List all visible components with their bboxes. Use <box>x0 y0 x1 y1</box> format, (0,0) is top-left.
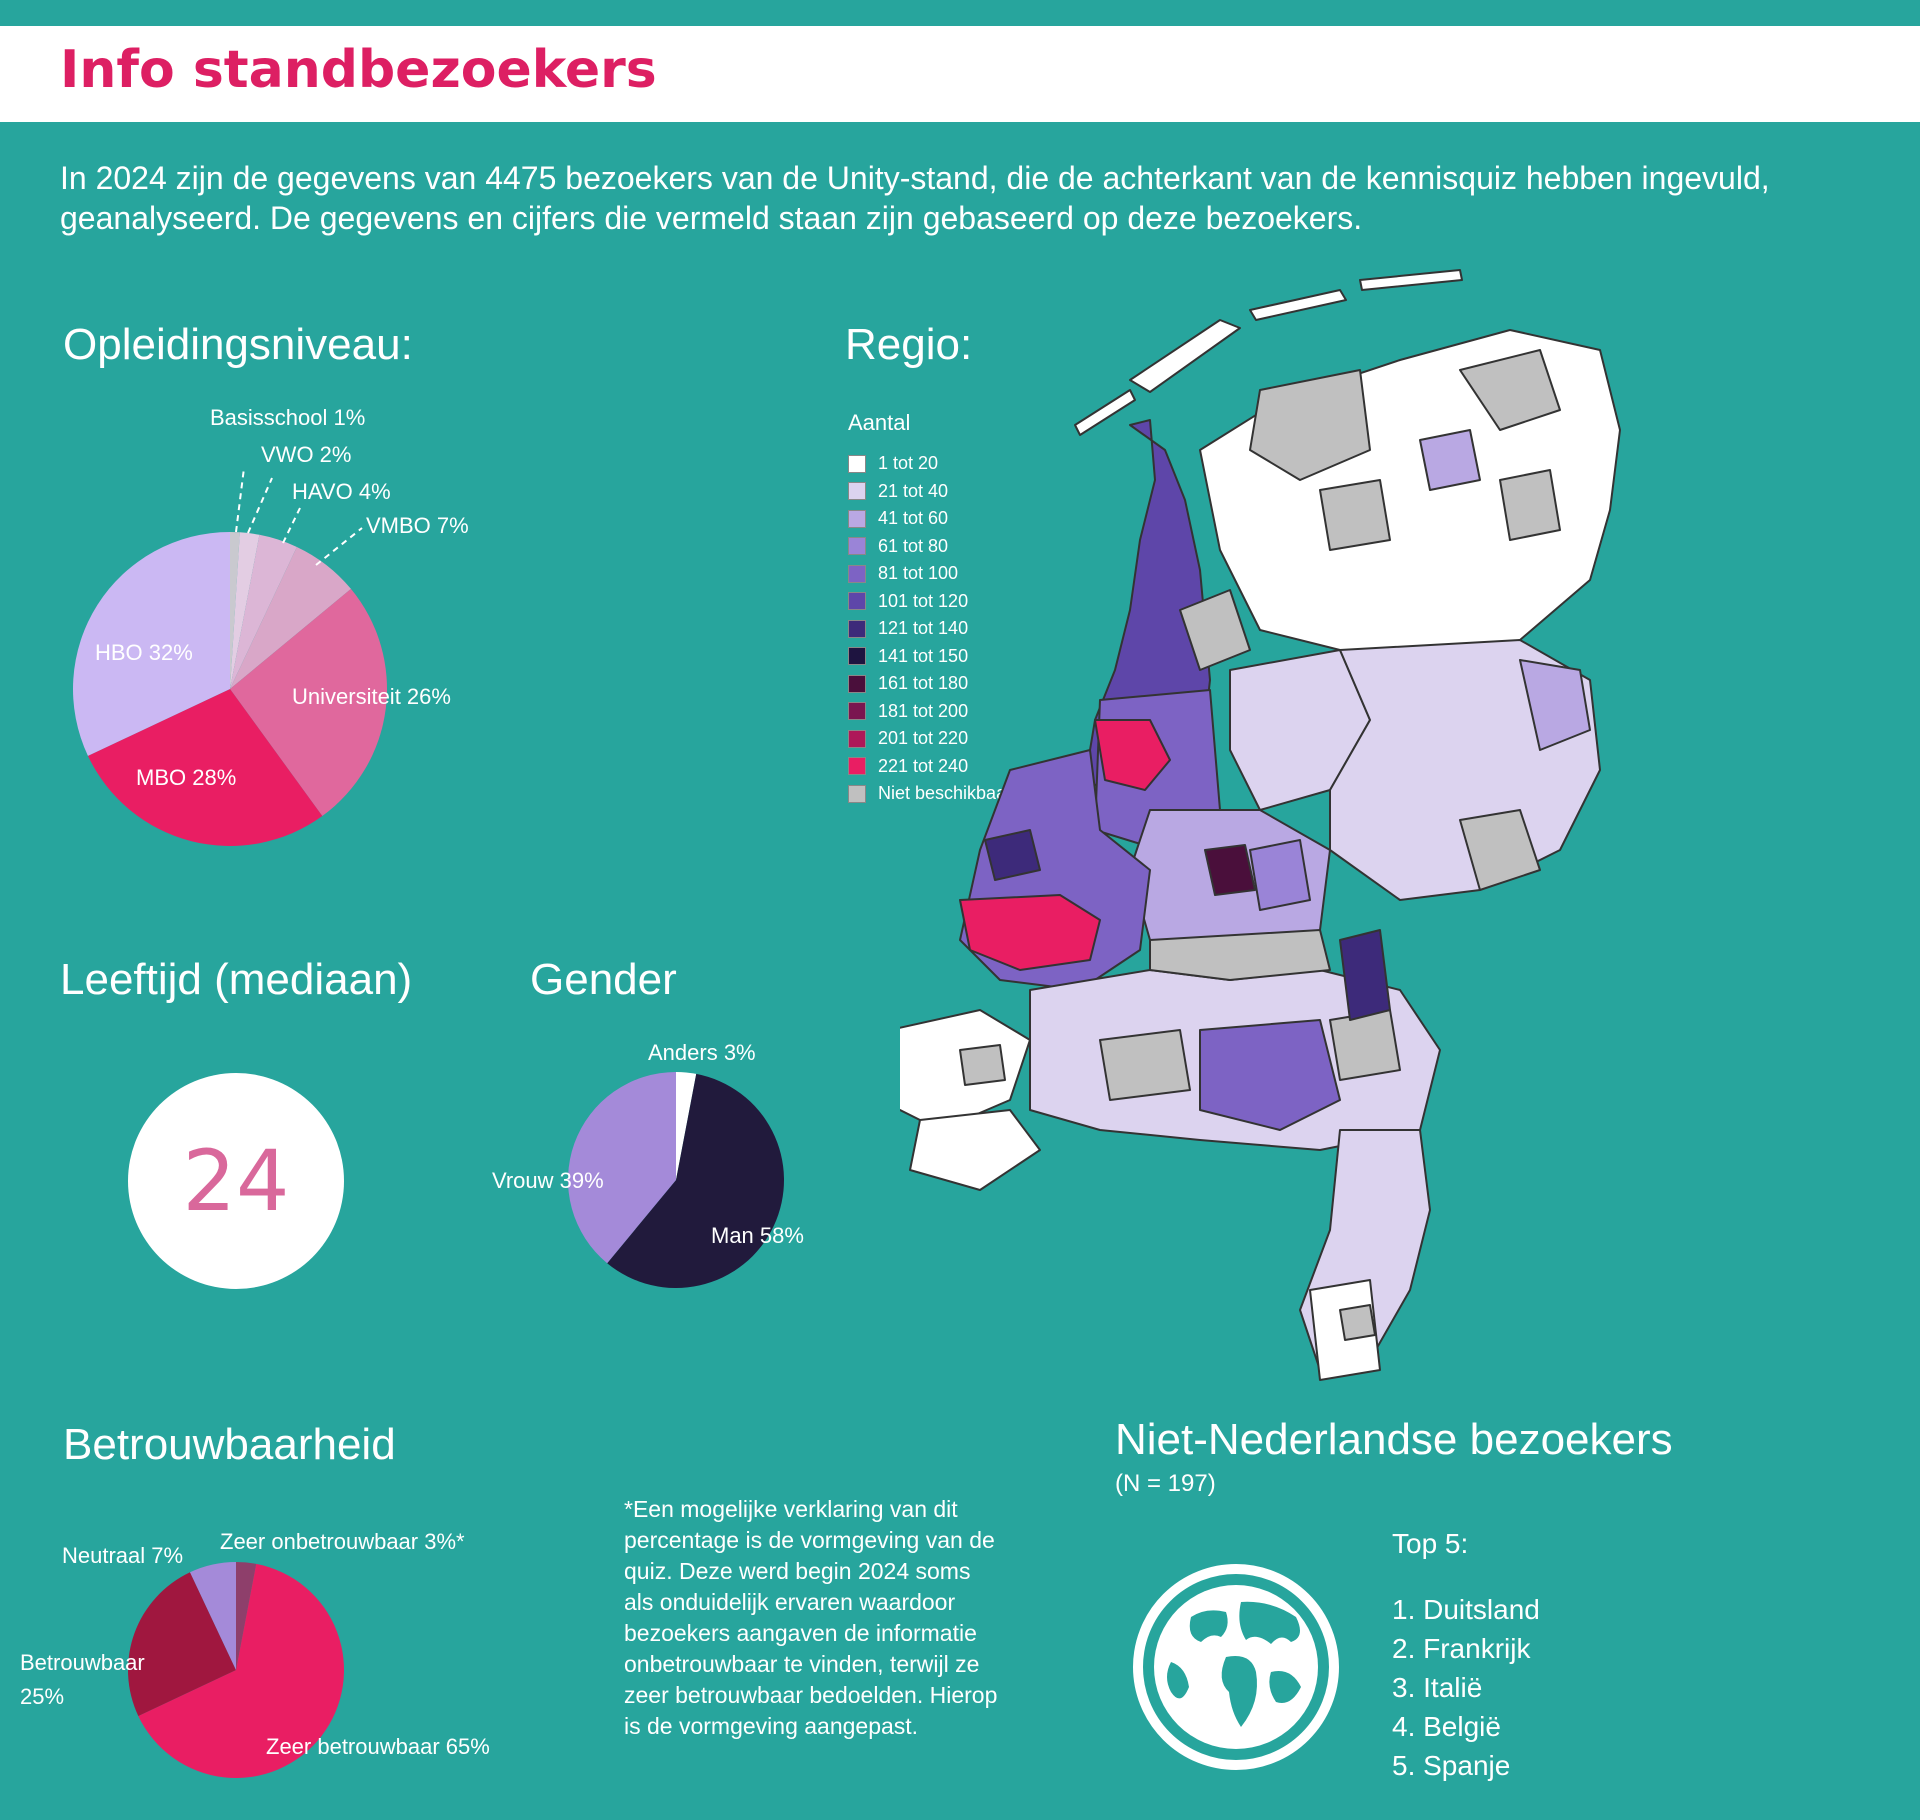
reliability-pie-chart: Zeer onbetrouwbaar 3%* Zeer betrouwbaar … <box>20 1529 490 1778</box>
legend-swatch <box>848 509 866 528</box>
rel-slice-neutraal <box>190 1562 236 1670</box>
legend-label: 81 tot 100 <box>878 563 959 584</box>
rel-label-neutraal: Neutraal 7% <box>62 1543 183 1568</box>
region-legend: Aantal 1 tot 20 21 tot 40 41 tot 60 61 tot … <box>848 410 1012 808</box>
legend-label: 201 tot 220 <box>878 728 969 749</box>
top-band <box>0 0 1920 26</box>
legend-swatch <box>848 647 866 666</box>
globe-icon <box>1133 1564 1339 1770</box>
age-title: Leeftijd (mediaan) <box>60 955 413 1004</box>
legend-swatch <box>848 619 866 638</box>
legend-label: 21 tot 40 <box>878 480 949 501</box>
edu-label-vmbo: VMBO 7% <box>366 513 469 538</box>
page-title: Info standbezoekers <box>60 40 657 100</box>
legend-item: Niet beschikbaar <box>848 780 1012 808</box>
rel-slice-betrouwbaar <box>127 1572 236 1716</box>
netherlands-map <box>900 269 1621 1381</box>
legend-item: 121 tot 140 <box>848 615 1012 643</box>
legend-label: 221 tot 240 <box>878 755 969 776</box>
age-circle: 24 <box>128 1073 344 1289</box>
legend-swatch <box>848 784 866 803</box>
top5-item: 4. België <box>1392 1711 1501 1742</box>
edu-slice-vwo <box>230 532 260 689</box>
edu-label-mbo: MBO 28% <box>136 765 236 790</box>
education-title: Opleidingsniveau: <box>63 320 413 369</box>
region-title: Regio: <box>845 320 973 369</box>
legend-swatch <box>848 537 866 556</box>
legend-item: 141 tot 150 <box>848 643 1012 671</box>
gender-title: Gender <box>530 955 677 1004</box>
gender-slice-anders <box>676 1072 697 1180</box>
legend-item: 21 tot 40 <box>848 478 1012 506</box>
rel-label-zeer-betrouwbaar: Zeer betrouwbaar 65% <box>266 1734 490 1759</box>
edu-label-basisschool: Basisschool 1% <box>210 405 365 430</box>
top5-item: 5. Spanje <box>1392 1750 1511 1781</box>
rel-slice-zeer-betrouwbaar <box>138 1563 345 1778</box>
edu-slice-basisschool <box>230 532 240 689</box>
gender-slice-man <box>607 1073 784 1288</box>
header-bar: Info standbezoekers <box>0 26 1920 122</box>
top5-item: 2. Frankrijk <box>1392 1633 1531 1664</box>
legend-item: 61 tot 80 <box>848 533 1012 561</box>
intro-text: In 2024 zijn de gegevens van 4475 bezoek… <box>60 160 1770 236</box>
gender-label-man: Man 58% <box>711 1223 804 1248</box>
legend-label: 1 tot 20 <box>878 453 939 474</box>
gender-slice-vrouw <box>567 1072 676 1264</box>
education-pie-chart: Basisschool 1% VWO 2% HAVO 4% VMBO 7% Un… <box>72 405 469 846</box>
top5-item: 3. Italië <box>1392 1672 1483 1703</box>
gender-label-anders: Anders 3% <box>648 1040 756 1065</box>
gender-pie-chart: Anders 3% Man 58% Vrouw 39% <box>492 1040 804 1288</box>
reliability-title: Betrouwbaarheid <box>63 1420 396 1469</box>
legend-swatch <box>848 564 866 583</box>
legend-label: 161 tot 180 <box>878 673 969 694</box>
legend-label: 41 tot 60 <box>878 508 949 529</box>
age-value: 24 <box>182 1132 290 1230</box>
legend-swatch <box>848 592 866 611</box>
top5-item: 1. Duitsland <box>1392 1594 1540 1625</box>
edu-label-hbo: HBO 32% <box>95 640 193 665</box>
legend-swatch <box>848 729 866 748</box>
legend-label: 61 tot 80 <box>878 535 949 556</box>
legend-swatch <box>848 482 866 501</box>
foreign-title: Niet-Nederlandse bezoekers <box>1115 1415 1673 1464</box>
legend-item: 221 tot 240 <box>848 753 1012 781</box>
legend-item: 41 tot 60 <box>848 505 1012 533</box>
edu-label-vwo: VWO 2% <box>261 442 351 467</box>
rel-label-zeer-onbetrouwbaar: Zeer onbetrouwbaar 3%* <box>220 1529 465 1554</box>
edu-slice-havo <box>230 534 297 689</box>
legend-item: 201 tot 220 <box>848 725 1012 753</box>
legend-item: 81 tot 100 <box>848 560 1012 588</box>
edu-slice-mbo <box>87 689 323 846</box>
edu-slice-vmbo <box>230 546 351 689</box>
edu-label-universiteit: Universiteit 26% <box>292 684 451 709</box>
legend-label: 101 tot 120 <box>878 590 969 611</box>
legend-label: 141 tot 150 <box>878 645 969 666</box>
legend-label: 121 tot 140 <box>878 618 969 639</box>
legend-title: Aantal <box>848 410 911 435</box>
legend-item: 101 tot 120 <box>848 588 1012 616</box>
legend-swatch <box>848 702 866 721</box>
legend-item: 181 tot 200 <box>848 698 1012 726</box>
edu-slice-hbo <box>72 532 230 756</box>
legend-label: Niet beschikbaar <box>878 783 1013 804</box>
legend-item: 161 tot 180 <box>848 670 1012 698</box>
legend-swatch <box>848 757 866 776</box>
legend-label: 181 tot 200 <box>878 700 969 721</box>
rel-label-betrouwbaar: Betrouwbaar 25% <box>20 1650 151 1709</box>
footnote: *Een mogelijke verklaring van dit percen… <box>624 1496 998 1739</box>
top5-title: Top 5: <box>1392 1528 1469 1559</box>
legend-swatch <box>848 674 866 693</box>
edu-label-havo: HAVO 4% <box>292 479 391 504</box>
gender-label-vrouw: Vrouw 39% <box>492 1168 604 1193</box>
edu-slice-universiteit <box>230 588 387 817</box>
legend-item: 1 tot 20 <box>848 450 1012 478</box>
foreign-subtitle: (N = 197) <box>1115 1470 1216 1497</box>
top5-list: Top 5: 1. Duitsland 2. Frankrijk 3. Ital… <box>1392 1528 1540 1785</box>
legend-swatch <box>848 454 866 473</box>
rel-slice-zeer-onbetrouwbaar <box>236 1562 257 1670</box>
